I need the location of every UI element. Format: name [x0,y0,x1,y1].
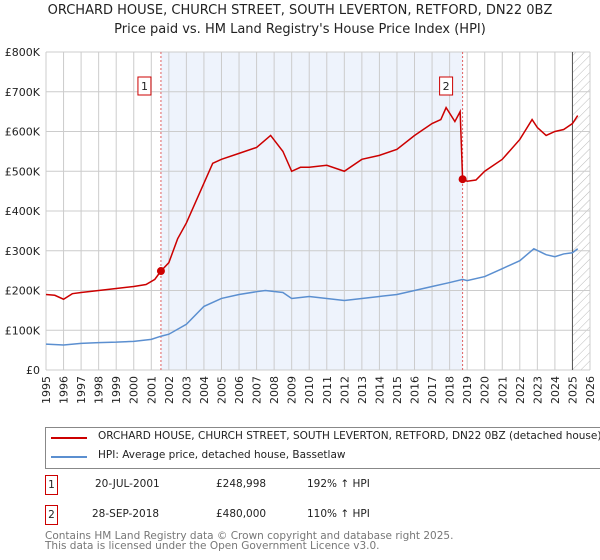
x-tick-label: 2026 [584,376,597,404]
x-tick-label: 1998 [93,376,106,404]
x-tick-label: 1997 [75,376,88,404]
x-tick-label: 2022 [514,376,527,404]
sale-price: £480,000 [216,508,267,520]
x-tick-label: 1995 [40,376,53,404]
x-tick-label: 2009 [286,376,299,404]
x-tick-label: 2013 [356,376,369,404]
x-tick-label: 2012 [338,376,351,404]
y-tick-label: £700K [5,86,41,99]
y-tick-label: £0 [26,364,40,377]
x-tick-label: 2017 [426,376,439,404]
footer: Contains HM Land Registry data © Crown c… [45,530,454,552]
footer-line-1: Contains HM Land Registry data © Crown c… [45,530,454,542]
x-tick-label: 2006 [233,376,246,404]
sale-marker-1: 1 [45,475,58,495]
sale-marker-label: 1 [141,80,148,93]
sale-marker-box [439,76,454,96]
x-tick-label: 2003 [180,376,193,404]
x-tick-label: 2021 [496,376,509,404]
y-tick-label: £400K [5,205,41,218]
legend-label-property: ORCHARD HOUSE, CHURCH STREET, SOUTH LEVE… [98,430,600,442]
property-price-line [45,106,579,301]
sale-date: 28-SEP-2018 [92,508,160,520]
sale-marker-label: 2 [443,80,450,93]
y-tick-label: £200K [5,285,41,298]
sale-point [458,175,467,184]
x-tick-label: 2010 [303,376,316,404]
sale-marker-2: 2 [45,505,58,525]
sale-point [156,267,165,276]
legend-label-hpi: HPI: Average price, detached house, Bass… [98,449,346,461]
sale-marker-box [137,76,152,96]
chart-title: ORCHARD HOUSE, CHURCH STREET, SOUTH LEVE… [47,3,553,18]
sale-price: £248,998 [216,478,267,490]
hpi-line [45,247,579,346]
x-tick-label: 2002 [163,376,176,404]
sale-hpi: 192% ↑ HPI [307,478,370,490]
footer-line-2: This data is licensed under the Open Gov… [45,540,380,552]
x-tick-label: 2024 [549,376,562,404]
legend: ORCHARD HOUSE, CHURCH STREET, SOUTH LEVE… [45,427,600,469]
sale-hpi: 110% ↑ HPI [307,508,370,520]
chart-subtitle: Price paid vs. HM Land Registry's House … [114,22,486,37]
x-tick-label: 2023 [531,376,544,404]
x-tick-label: 2001 [145,376,158,404]
x-tick-label: 2008 [268,376,281,404]
y-tick-label: £800K [5,46,41,59]
x-tick-label: 2014 [373,376,386,404]
y-tick-label: £300K [5,245,41,258]
x-tick-label: 2004 [198,376,211,404]
x-tick-label: 2011 [321,376,334,404]
x-tick-label: 2019 [461,376,474,404]
x-tick-label: 2005 [215,376,228,404]
legend-swatch-hpi [51,456,87,458]
x-tick-label: 2016 [409,376,422,404]
x-tick-label: 2000 [128,376,141,404]
x-tick-label: 2018 [444,376,457,404]
x-tick-label: 1999 [110,376,123,404]
legend-swatch-property [51,437,87,439]
y-tick-label: £600K [5,126,41,139]
x-tick-label: 2020 [479,376,492,404]
x-tick-label: 2007 [251,376,264,404]
y-tick-label: £500K [5,165,41,178]
x-tick-label: 2025 [566,376,579,404]
x-tick-label: 2015 [391,376,404,404]
y-tick-label: £100K [5,324,41,337]
x-tick-label: 1996 [58,376,71,404]
price-chart: 1995 1996 1997 1998 1999 2000 2001 2002 2003 2004… [5,46,597,404]
sale-date: 20-JUL-2001 [95,478,160,490]
